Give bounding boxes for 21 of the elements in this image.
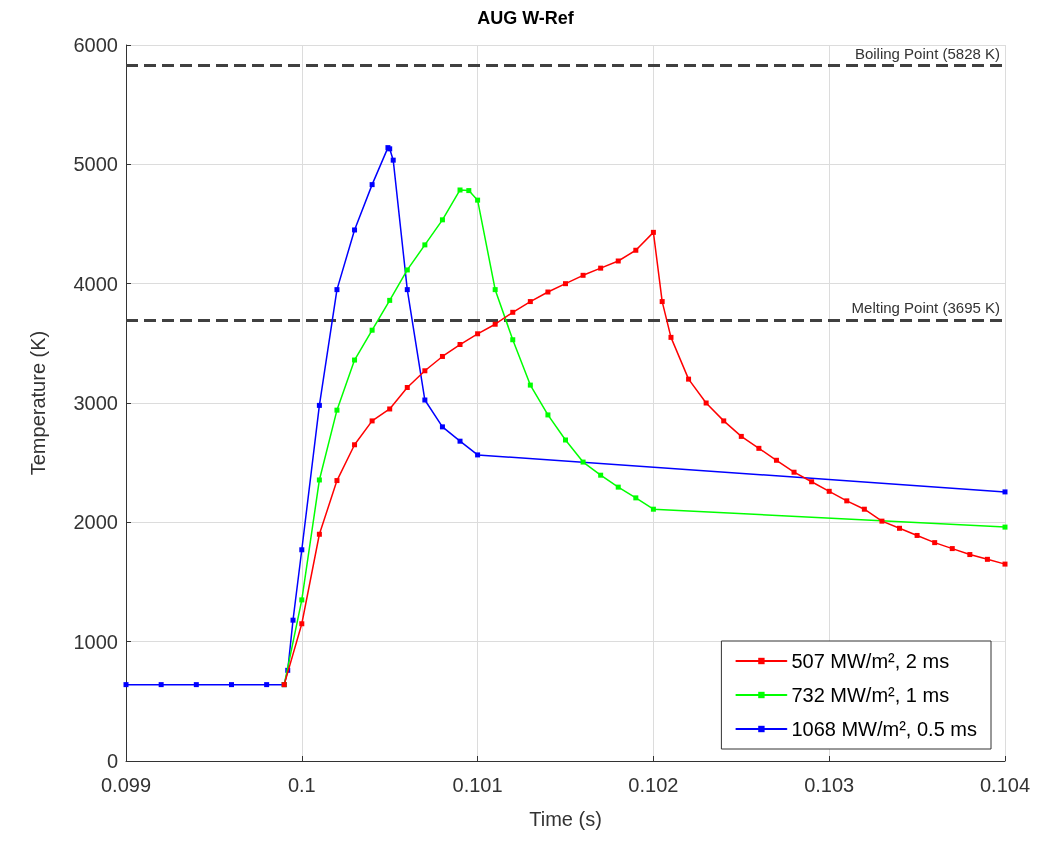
y-tick-label: 1000	[73, 630, 118, 653]
x-tick-label: 0.104	[979, 774, 1031, 796]
y-tick-label: 2000	[73, 511, 118, 534]
y-tick-label: 3000	[73, 392, 118, 414]
x-tick-label: 0.103	[804, 774, 855, 796]
y-tick-label: 5000	[73, 153, 118, 176]
y-tick-label: 0	[106, 750, 118, 772]
x-tick-label: 0.101	[452, 774, 503, 796]
x-tick-label: 0.1	[287, 774, 316, 796]
x-axis-title: Time (s)	[529, 808, 602, 830]
y-tick-label: 6000	[73, 34, 118, 56]
ref-line-label: Boiling Point (5828 K)	[854, 44, 1000, 62]
ref-line-label: Melting Point (3695 K)	[851, 299, 1000, 317]
x-tick-label: 0.099	[100, 774, 152, 796]
legend-label: 1068 MW/m², 0.5 ms	[791, 718, 978, 740]
chart-title: AUG W-Ref	[477, 8, 575, 28]
x-tick-label: 0.102	[628, 774, 679, 796]
legend-label: 507 MW/m², 2 ms	[791, 650, 950, 672]
y-axis-title: Temperature (K)	[27, 330, 49, 476]
y-tick-label: 4000	[73, 272, 118, 295]
legend-label: 732 MW/m², 1 ms	[791, 684, 950, 706]
